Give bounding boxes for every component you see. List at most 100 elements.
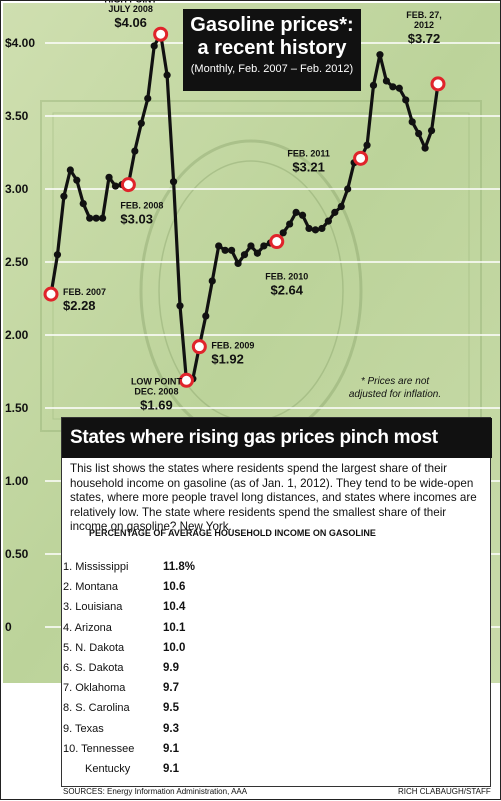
ranking-row: 10. Tennessee 9.1 [63,739,243,759]
chart-title-box: Gasoline prices*: a recent history (Mont… [183,9,361,91]
ranking-value: 9.5 [163,702,179,715]
y-tick-label: 1.50 [5,401,29,415]
ranking-state: Kentucky [85,762,131,775]
data-point [408,118,416,126]
data-point [99,214,107,222]
annotation-label: FEB. 2010 [265,272,308,282]
ranking-value: 9.7 [163,682,179,695]
ranking-state: 5. N. Dakota [63,641,125,654]
inflation-note-line2: adjusted for inflation. [348,389,442,400]
ranking-state: 4. Arizona [63,621,112,634]
highlight-point [178,372,194,388]
data-point [421,144,429,152]
data-point [253,249,261,257]
chart-subtitle: (Monthly, Feb. 2007 – Feb. 2012) [190,63,354,75]
ranking-state: 6. S. Dakota [63,662,124,675]
data-point [402,96,410,104]
y-tick-label: 0 [5,620,12,634]
y-tick-label: 2.00 [5,328,29,342]
data-point [234,259,242,268]
highlight-point [153,26,169,42]
ranking-state: 3. Louisiana [63,601,123,614]
annotation-value: $1.92 [211,352,244,367]
data-point [92,214,100,222]
data-point [369,81,378,89]
data-point [202,312,210,320]
data-point [324,217,332,225]
annotation-value: $3.03 [120,212,153,227]
data-point [389,83,397,91]
ranking-state: 7. Oklahoma [63,682,126,695]
ranking-value: 9.1 [163,762,179,775]
ranking-row: 2. Montana 10.6 [63,577,243,597]
ranking-value: 10.6 [163,581,186,594]
data-point [169,178,178,186]
data-point [137,119,145,127]
data-point [176,302,184,310]
ranking-row: 3. Louisiana 10.4 [63,597,243,617]
chart-title-line1: Gasoline prices*: [190,14,354,36]
highlight-point [120,177,136,193]
annotation-label: FEB. 2008 [120,201,163,211]
ranking-state: 1. Mississippi [63,561,129,574]
annotation-label: FEB. 27, [406,10,442,20]
ranking-value: 10.1 [163,621,186,634]
data-point [247,242,255,250]
data-point [60,192,68,200]
data-point [363,141,371,149]
data-point [228,246,236,254]
y-tick-label: 2.50 [5,255,29,269]
data-point [150,42,158,50]
highlight-point [353,150,369,166]
data-point [331,208,339,216]
data-point [111,182,120,190]
ranking-state: 8. S. Carolina [63,702,130,715]
y-tick-label: 0.50 [5,547,29,561]
inflation-note-line1: * Prices are not [360,376,430,387]
data-point [427,127,436,135]
highlight-point [430,76,446,92]
annotation-label: 2012 [414,20,434,30]
data-point [86,214,94,222]
ranking-row: Kentucky 9.1 [63,759,243,779]
ranking-state: 2. Montana [63,581,119,594]
highlight-point [191,339,207,355]
ranking-row: 1. Mississippi 11.8% [63,557,243,577]
annotation-label: FEB. 2007 [63,287,106,297]
ranking-state: 10. Tennessee [63,742,135,755]
annotation-value: $2.64 [270,283,303,298]
highlight-point [43,286,59,302]
data-point [221,246,229,254]
ranking-row: 7. Oklahoma 9.7 [63,678,243,698]
data-point [66,166,74,174]
data-point [415,129,423,138]
data-point [318,224,326,233]
data-point [305,224,313,233]
sources: SOURCES: Energy Information Administrati… [63,787,248,796]
data-point [260,242,268,250]
ranking-row: 9. Texas 9.3 [63,719,243,739]
data-point [311,226,320,234]
ranking-row: 4. Arizona 10.1 [63,618,243,638]
ranking-row: 6. S. Dakota 9.9 [63,658,243,678]
annotation-value: $2.28 [63,298,96,313]
data-point [279,229,287,237]
y-tick-label: 3.00 [5,182,29,196]
inflation-note: * Prices are not adjusted for inflation. [335,375,455,401]
ranking-value: 9.1 [163,742,179,755]
ranking-value: 9.3 [163,722,179,735]
ranking-value: 11.8% [163,561,195,574]
data-point [163,71,171,79]
states-panel: States where rising gas prices pinch mos… [61,417,492,787]
data-point [53,251,62,259]
annotations: FEB. 2007$2.28 FEB. 2008$3.03 HIGH POINTJU… [43,1,446,412]
data-point [344,185,352,193]
y-tick-label: $4.00 [5,36,35,50]
annotation-label: HIGH POINT [104,1,157,4]
data-point [105,173,113,181]
data-point [337,202,345,211]
y-axis-ticks: 0 0.50 1.00 1.50 2.00 2.50 3.00 3.50 $4.00 [5,36,35,634]
ranking-value: 10.4 [163,601,186,614]
data-point [208,277,216,285]
